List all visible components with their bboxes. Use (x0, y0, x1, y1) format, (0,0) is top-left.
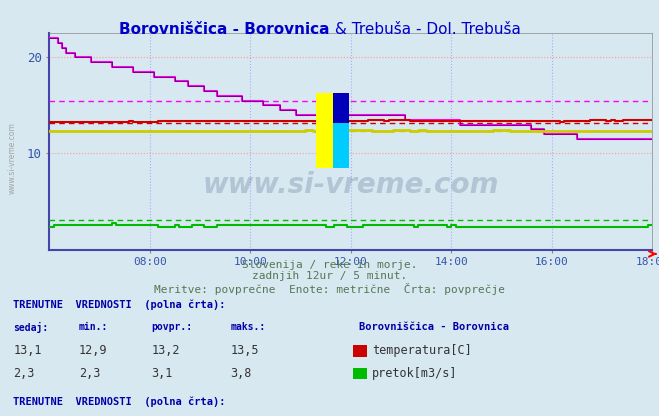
Text: 13,5: 13,5 (231, 344, 259, 357)
Text: Slovenija / reke in morje.: Slovenija / reke in morje. (242, 260, 417, 270)
Text: 3,1: 3,1 (152, 367, 173, 380)
Text: 12,9: 12,9 (79, 344, 107, 357)
Text: 13,1: 13,1 (13, 344, 42, 357)
Bar (333, 123, 349, 168)
Text: povpr.:: povpr.: (152, 322, 192, 332)
Text: 13,2: 13,2 (152, 344, 180, 357)
Text: zadnjih 12ur / 5 minut.: zadnjih 12ur / 5 minut. (252, 271, 407, 281)
Bar (333, 93, 349, 123)
Text: temperatura[C]: temperatura[C] (372, 344, 472, 357)
Text: & Trebuša - Dol. Trebuša: & Trebuša - Dol. Trebuša (330, 22, 521, 37)
Text: pretok[m3/s]: pretok[m3/s] (372, 367, 458, 380)
Text: www.si-vreme.com: www.si-vreme.com (203, 171, 499, 199)
Text: 3,8: 3,8 (231, 367, 252, 380)
Text: maks.:: maks.: (231, 322, 266, 332)
Text: Borovniščica - Borovnica: Borovniščica - Borovnica (119, 22, 330, 37)
Bar (316, 93, 349, 168)
Text: TRENUTNE  VREDNOSTI  (polna črta):: TRENUTNE VREDNOSTI (polna črta): (13, 300, 225, 310)
Text: Meritve: povprečne  Enote: metrične  Črta: povprečje: Meritve: povprečne Enote: metrične Črta:… (154, 283, 505, 295)
Text: 2,3: 2,3 (79, 367, 100, 380)
Text: min.:: min.: (79, 322, 109, 332)
Text: Borovniščica - Borovnica: Borovniščica - Borovnica (359, 322, 509, 332)
Text: TRENUTNE  VREDNOSTI  (polna črta):: TRENUTNE VREDNOSTI (polna črta): (13, 396, 225, 406)
Text: 2,3: 2,3 (13, 367, 34, 380)
Text: sedaj:: sedaj: (13, 322, 48, 333)
Text: www.si-vreme.com: www.si-vreme.com (8, 122, 17, 194)
